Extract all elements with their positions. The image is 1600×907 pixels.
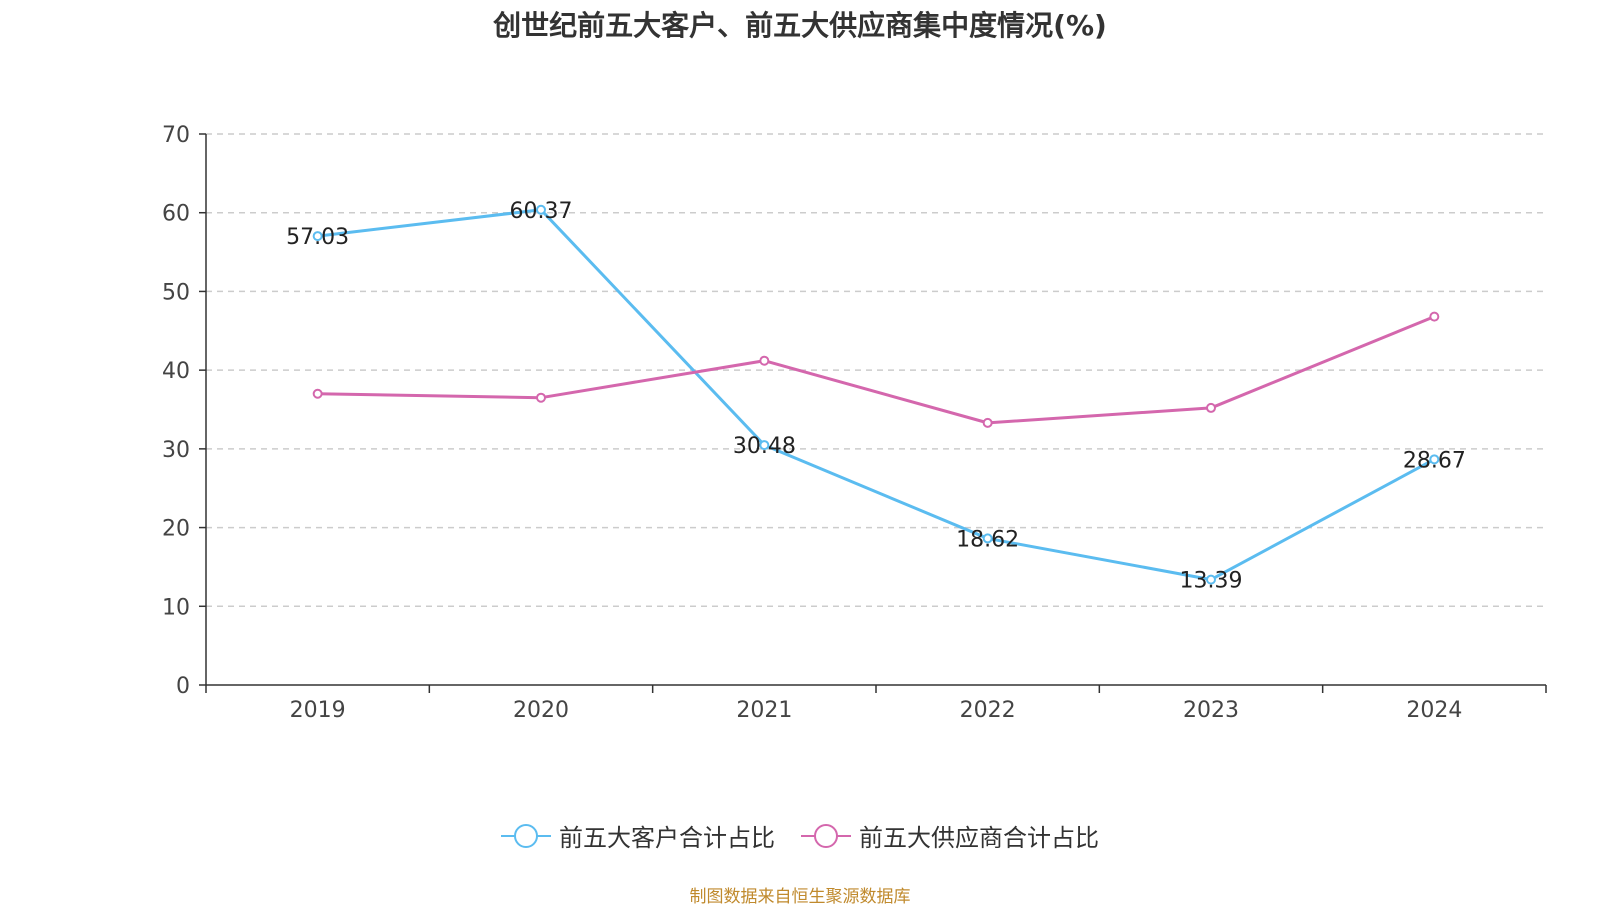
source-note: 制图数据来自恒生聚源数据库: [689, 887, 911, 907]
x-tick-label: 2020: [513, 698, 569, 723]
x-tick-label: 2024: [1406, 698, 1462, 723]
series-line-1: [317, 315, 1435, 425]
chart-title: 创世纪前五大客户、前五大供应商集中度情况(%): [493, 9, 1107, 42]
data-point-0: [982, 533, 993, 544]
y-tick-label: 10: [162, 595, 190, 620]
data-point-0: [1429, 454, 1440, 465]
data-point-1: [1429, 311, 1440, 322]
y-tick-label: 20: [162, 517, 190, 542]
data-label: 28.67: [1403, 448, 1466, 473]
y-tick-label: 60: [162, 202, 190, 227]
series-line-0: [317, 208, 1436, 582]
data-label: 13.39: [1180, 569, 1243, 594]
gridlines: [206, 133, 1546, 608]
data-point-0: [312, 231, 323, 242]
data-labels: 57.03 60.37 30.48 18.62 13.39 28.67: [286, 199, 1466, 594]
data-label: 57.03: [286, 225, 349, 250]
data-label: 30.48: [733, 434, 796, 459]
y-tick-label: 30: [162, 438, 190, 463]
data-point-0: [759, 440, 770, 451]
legend-item-customers[interactable]: 前五大客户合计占比: [501, 818, 775, 853]
legend-marker-customers: [501, 823, 551, 848]
series-layer: [312, 204, 1440, 585]
legend-marker-suppliers: [801, 823, 851, 848]
x-tick-label: 2022: [960, 698, 1016, 723]
y-tick-label: 70: [162, 123, 190, 148]
data-point-0: [536, 204, 546, 215]
y-tick-label: 50: [162, 280, 190, 305]
axes: 0 10 20 30 40 50 60 70 2019 2020 2021 2022 2023 2024: [162, 123, 1547, 723]
data-label: 18.62: [956, 527, 1019, 552]
data-point-1: [982, 417, 993, 428]
y-tick-label: 0: [176, 674, 190, 699]
x-tick-label: 2023: [1183, 698, 1239, 723]
legend-label-customers: 前五大客户合计占比: [559, 824, 775, 852]
data-point-1: [1206, 402, 1216, 413]
data-label: 60.37: [510, 199, 573, 224]
x-tick-label: 2019: [290, 698, 346, 723]
data-point-1: [536, 392, 546, 403]
x-tick-label: 2021: [736, 698, 792, 723]
data-point-0: [1206, 574, 1216, 585]
legend: 前五大客户合计占比 前五大供应商合计占比: [0, 818, 1600, 853]
legend-label-suppliers: 前五大供应商合计占比: [859, 824, 1099, 852]
data-point-1: [312, 388, 323, 399]
data-point-1: [759, 355, 770, 366]
legend-item-suppliers[interactable]: 前五大供应商合计占比: [801, 818, 1099, 853]
y-tick-label: 40: [162, 359, 190, 384]
